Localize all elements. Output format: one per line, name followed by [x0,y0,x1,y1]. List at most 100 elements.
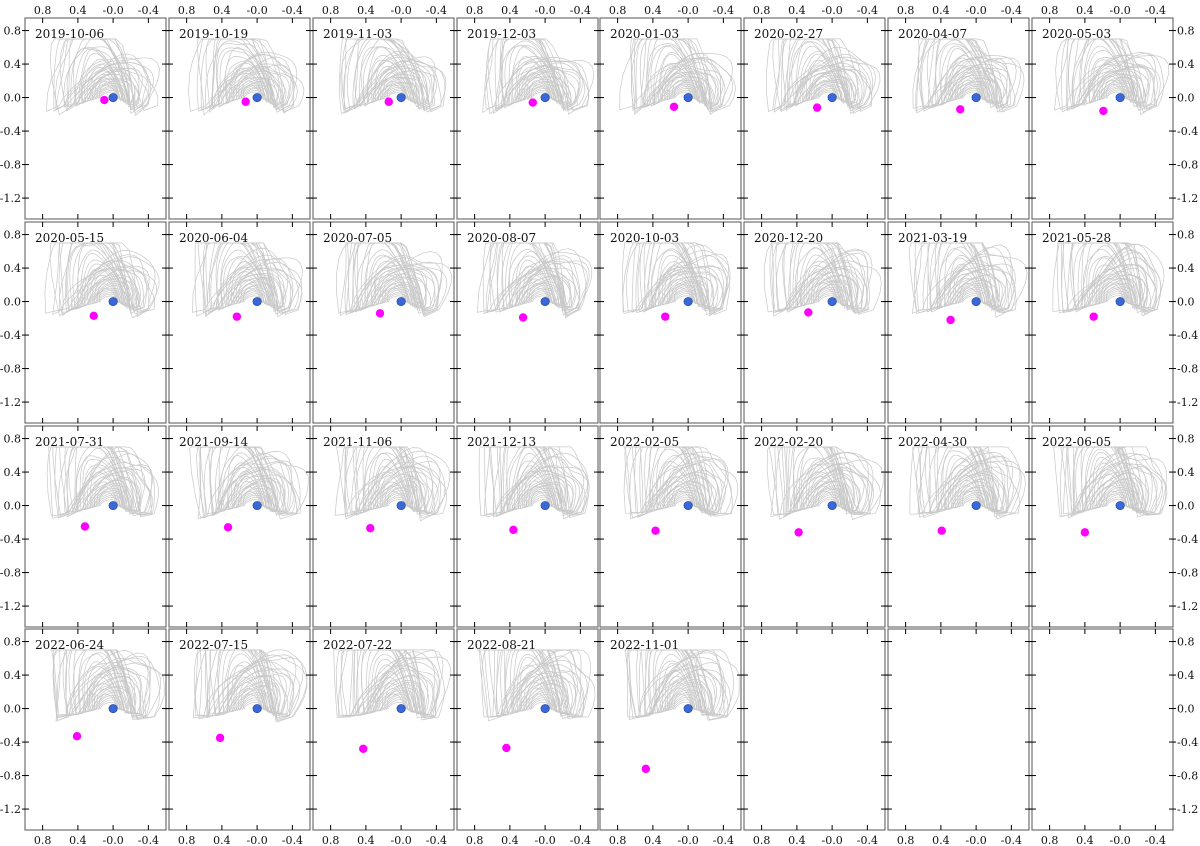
panel-frame [312,628,455,831]
contour-level [378,68,414,101]
contour-level [1081,446,1144,511]
core-marker [108,93,118,103]
epoch-panel: 2019-10-06 0.8 0.4 -0.0 -0.4 0.8 0.4 0.0 -0.4 -0.… [0,4,169,220]
epoch-panel: 2022-07-22 0.8 0.4 -0.0 -0.4 [310,628,457,846]
contour-level [215,242,287,311]
component-marker [223,523,233,532]
contour-level [508,446,567,511]
contour-level [80,252,133,308]
contour-level [375,465,416,509]
contour-level [646,38,716,107]
core-marker [540,704,550,714]
panel-frame [599,17,742,220]
contour-level [1084,45,1142,105]
core-marker [108,297,118,307]
contour-level [653,45,710,105]
x-tick-label-top: 0.4 [69,4,87,17]
contour-level [651,248,709,308]
y-tick-label-right: -0.4 [1177,736,1198,749]
contour-level [482,38,595,115]
y-tick-label-right: -0.8 [1177,363,1198,376]
panel-frame [24,425,167,628]
component-marker [366,523,375,533]
panel-frame [168,17,311,220]
epoch-date-label: 2022-06-24 [35,638,105,652]
y-tick-label-right: -0.8 [1177,770,1198,783]
contour-level [500,40,572,107]
y-tick-label-right: -0.8 [1177,159,1198,172]
epoch-date-label: 2020-10-03 [610,231,679,245]
y-tick-label-left: -0.4 [0,533,21,546]
core-marker [108,704,118,714]
core-marker [1115,297,1125,307]
x-tick-label-bottom: -0.0 [247,834,268,846]
y-tick-label-right: 0.8 [1177,433,1195,446]
panel-plot-area [477,649,596,753]
contour-level [928,38,1011,109]
y-tick-label-right: 0.4 [1177,58,1195,71]
contour-level [948,57,993,102]
contour-level [935,38,1005,107]
epoch-panel: 2019-12-03 0.8 0.4 -0.0 -0.4 [454,4,601,220]
y-tick-label-left: 0.4 [4,669,22,682]
panel-frame [168,628,311,831]
component-marker [80,522,90,531]
contour-level [770,446,884,520]
y-tick-label-right: 0.4 [1177,262,1195,275]
core-marker [396,297,406,307]
contour-level [792,242,859,309]
contour-level [367,452,422,511]
x-tick-label-top: -0.4 [713,4,734,17]
y-tick-label-left: -0.4 [0,329,21,342]
contour-level [75,446,138,513]
x-tick-label-bottom: -0.4 [282,834,303,846]
component-marker [804,308,813,317]
contour-level [339,38,446,115]
contour-level [207,242,289,312]
component-marker [241,97,250,106]
core-marker [540,501,550,511]
x-tick-label-bottom: -0.0 [535,834,556,846]
x-tick-label-top: 0.8 [897,4,915,17]
contour-level [89,269,126,305]
contour-level [806,265,847,305]
y-tick-label-right: 0.4 [1177,466,1195,479]
panel-plot-area [622,242,731,321]
contour-level [916,38,1025,114]
y-tick-label-left: 0.4 [4,58,22,71]
x-tick-label-top: 0.8 [753,4,771,17]
component-marker [518,313,528,322]
x-tick-label-top: 0.8 [178,4,196,17]
contour-level [339,242,452,318]
x-tick-label-top: 0.4 [213,4,231,17]
contour-level [1098,273,1131,304]
contour-level [197,446,309,520]
x-tick-label-bottom: 0.4 [788,834,806,846]
contour-level [335,446,448,520]
panel-frame [887,628,1030,831]
panel-plot-area [1052,446,1168,537]
panel-plot-area [478,446,590,535]
y-tick-label-right: -0.4 [1177,125,1198,138]
core-marker [252,297,262,307]
contour-level [210,38,294,110]
x-tick-label-top: -0.0 [103,4,124,17]
y-tick-label-right: 0.0 [1177,500,1195,513]
panel-plot-area [619,38,736,116]
panel-plot-area [477,242,593,322]
panel-plot-area [623,446,739,535]
contour-level [356,242,427,310]
panel-plot-area [766,446,884,537]
component-marker [72,732,82,741]
contour-level [622,242,731,316]
core-marker [396,501,406,511]
contour-level [500,38,580,109]
contour-level [939,43,1002,106]
y-tick-label-right: 0.0 [1177,703,1195,716]
contour-level [353,38,438,110]
x-tick-label-top: 0.4 [501,4,519,17]
component-marker [100,95,109,105]
contour-level [46,38,160,117]
panel-frame [1031,221,1174,424]
x-tick-label-bottom: 0.8 [753,834,771,846]
